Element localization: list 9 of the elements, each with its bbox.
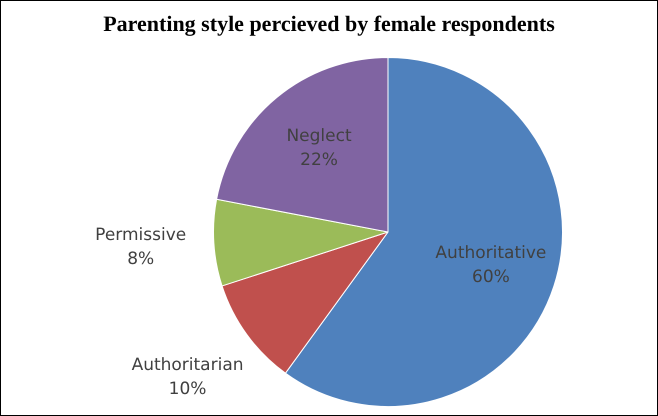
data-label: 8% [127,248,154,269]
data-label: 10% [168,379,206,400]
slice-label: Authoritarian [132,355,244,376]
data-label: 60% [472,266,510,287]
data-label: 22% [300,150,338,170]
chart-title: Parenting style percieved by female respondents [102,11,556,37]
slice-label: Permissive [95,224,186,245]
slice-label: Neglect [286,126,352,146]
slice-label: Authoritative [435,242,546,263]
